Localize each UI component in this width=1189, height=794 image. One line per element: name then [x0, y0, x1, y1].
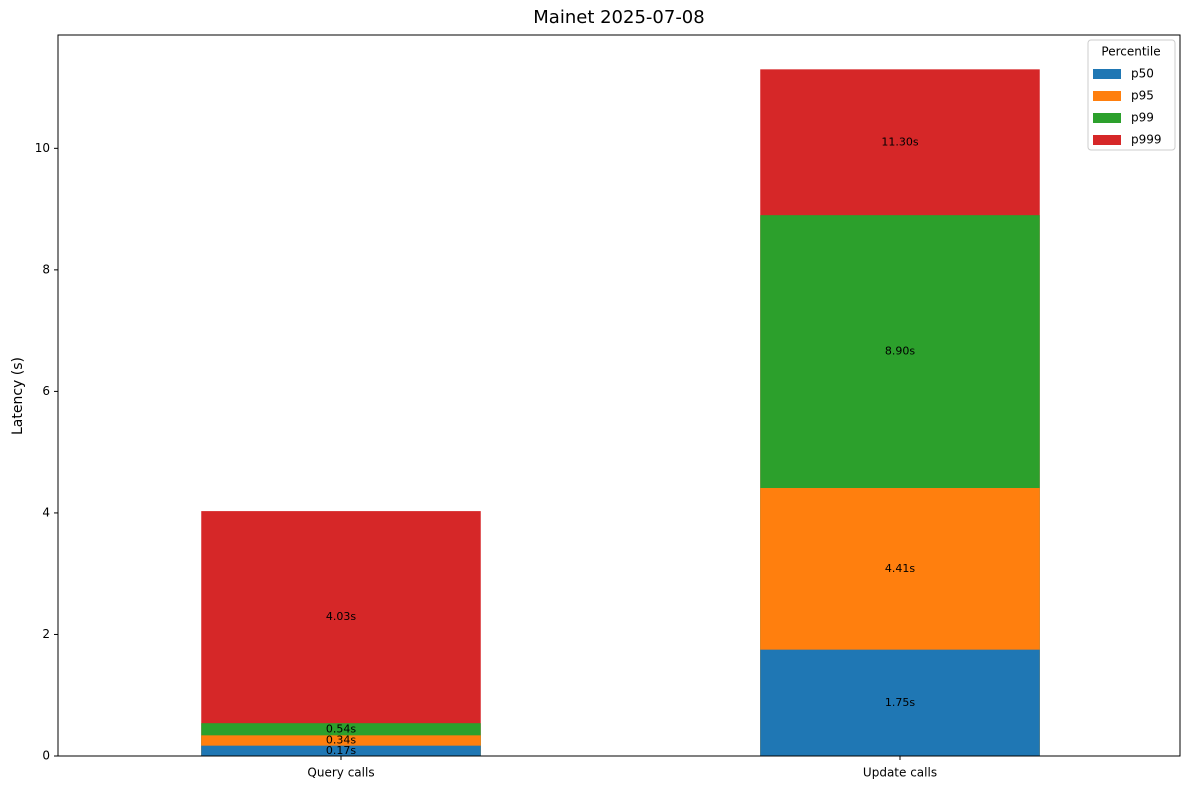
plot-frame	[57, 34, 1181, 757]
legend-swatch	[1093, 113, 1121, 123]
y-tick-label: 6	[42, 384, 50, 398]
value-label: 1.75s	[885, 696, 915, 709]
legend-swatch	[1093, 135, 1121, 145]
legend-title: Percentile	[1101, 45, 1160, 59]
y-tick-label: 4	[42, 505, 50, 519]
x-tick-label: Update calls	[863, 766, 937, 780]
y-tick-label: 10	[35, 141, 50, 155]
value-label: 0.17s	[326, 744, 356, 757]
legend-label: p50	[1131, 67, 1154, 81]
legend-swatch	[1093, 69, 1121, 79]
legend-label: p99	[1131, 111, 1154, 125]
legend-label: p999	[1131, 133, 1162, 147]
bar	[201, 745, 481, 756]
value-label: 4.41s	[885, 562, 915, 575]
value-label: 0.34s	[326, 734, 356, 747]
y-axis-label: Latency (s)	[10, 357, 26, 435]
value-label: 4.03s	[326, 610, 356, 623]
legend-label: p95	[1131, 89, 1154, 103]
chart-title: Mainet 2025-07-08	[533, 7, 704, 28]
y-tick-label: 8	[42, 262, 50, 276]
x-tick-label: Query calls	[307, 766, 374, 780]
bar	[760, 649, 1040, 756]
y-tick-label: 2	[42, 627, 50, 641]
legend-swatch	[1093, 91, 1121, 101]
bar	[201, 511, 481, 756]
value-label: 11.30s	[881, 135, 918, 148]
y-tick-label: 0	[42, 749, 50, 763]
value-label: 8.90s	[885, 345, 915, 358]
value-label: 0.54s	[326, 722, 356, 735]
